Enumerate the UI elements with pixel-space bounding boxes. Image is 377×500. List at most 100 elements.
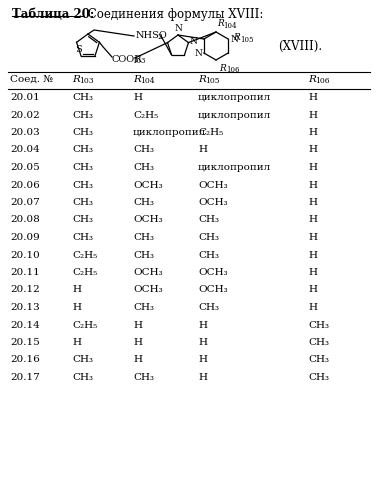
Text: R: R bbox=[72, 75, 80, 84]
Text: N: N bbox=[174, 24, 182, 33]
Text: CH₃: CH₃ bbox=[308, 373, 329, 382]
Text: H: H bbox=[133, 93, 142, 102]
Text: R: R bbox=[217, 19, 224, 28]
Text: R: R bbox=[133, 75, 141, 84]
Text: CH₃: CH₃ bbox=[72, 180, 93, 190]
Text: 106: 106 bbox=[226, 66, 239, 74]
Text: 2: 2 bbox=[157, 33, 162, 41]
Text: CH₃: CH₃ bbox=[198, 216, 219, 224]
Text: CH₃: CH₃ bbox=[133, 250, 154, 260]
Text: 20.17: 20.17 bbox=[10, 373, 40, 382]
Text: CH₃: CH₃ bbox=[72, 93, 93, 102]
Text: H: H bbox=[133, 356, 142, 364]
Text: H: H bbox=[308, 216, 317, 224]
Text: H: H bbox=[308, 233, 317, 242]
Text: 20.05: 20.05 bbox=[10, 163, 40, 172]
Text: CH₃: CH₃ bbox=[308, 356, 329, 364]
Text: COOR: COOR bbox=[112, 54, 143, 64]
Text: CH₃: CH₃ bbox=[133, 198, 154, 207]
Text: H: H bbox=[308, 163, 317, 172]
Text: N: N bbox=[194, 48, 202, 58]
Text: 20.03: 20.03 bbox=[10, 128, 40, 137]
Text: H: H bbox=[198, 146, 207, 154]
Text: H: H bbox=[308, 268, 317, 277]
Text: H: H bbox=[308, 146, 317, 154]
Text: CH₃: CH₃ bbox=[133, 373, 154, 382]
Text: CH₃: CH₃ bbox=[72, 146, 93, 154]
Text: N: N bbox=[230, 34, 238, 43]
Text: 20.01: 20.01 bbox=[10, 93, 40, 102]
Text: H: H bbox=[72, 286, 81, 294]
Text: CH₃: CH₃ bbox=[72, 233, 93, 242]
Text: OCH₃: OCH₃ bbox=[133, 286, 162, 294]
Text: OCH₃: OCH₃ bbox=[198, 286, 228, 294]
Text: циклопропил: циклопропил bbox=[198, 93, 271, 102]
Text: CH₃: CH₃ bbox=[198, 303, 219, 312]
Text: 20.09: 20.09 bbox=[10, 233, 40, 242]
Text: 103: 103 bbox=[132, 57, 146, 65]
Text: H: H bbox=[133, 320, 142, 330]
Text: OCH₃: OCH₃ bbox=[198, 180, 228, 190]
Text: 20.16: 20.16 bbox=[10, 356, 40, 364]
Text: H: H bbox=[308, 303, 317, 312]
Text: CH₃: CH₃ bbox=[72, 163, 93, 172]
Text: C₂H₅: C₂H₅ bbox=[72, 250, 97, 260]
Text: H: H bbox=[308, 110, 317, 120]
Text: OCH₃: OCH₃ bbox=[198, 268, 228, 277]
Text: OCH₃: OCH₃ bbox=[133, 216, 162, 224]
Text: CH₃: CH₃ bbox=[133, 303, 154, 312]
Text: CH₃: CH₃ bbox=[72, 198, 93, 207]
Text: CH₃: CH₃ bbox=[72, 216, 93, 224]
Text: 20.12: 20.12 bbox=[10, 286, 40, 294]
Text: H: H bbox=[308, 93, 317, 102]
Text: Соед. №: Соед. № bbox=[10, 75, 53, 84]
Text: CH₃: CH₃ bbox=[308, 338, 329, 347]
Text: N: N bbox=[190, 37, 197, 46]
Text: H: H bbox=[198, 338, 207, 347]
Text: 20.06: 20.06 bbox=[10, 180, 40, 190]
Text: 105: 105 bbox=[240, 36, 254, 44]
Text: циклопропил: циклопропил bbox=[198, 163, 271, 172]
Text: 104: 104 bbox=[223, 22, 236, 30]
Text: H: H bbox=[308, 286, 317, 294]
Text: 20.14: 20.14 bbox=[10, 320, 40, 330]
Text: C₂H₅: C₂H₅ bbox=[198, 128, 223, 137]
Text: 104: 104 bbox=[140, 77, 155, 85]
Text: (XVIII).: (XVIII). bbox=[278, 40, 322, 52]
Text: OCH₃: OCH₃ bbox=[133, 268, 162, 277]
Text: R: R bbox=[219, 64, 226, 73]
Text: 20.13: 20.13 bbox=[10, 303, 40, 312]
Text: NHSO: NHSO bbox=[136, 30, 168, 40]
Text: H: H bbox=[198, 356, 207, 364]
Text: S: S bbox=[75, 44, 82, 54]
Text: CH₃: CH₃ bbox=[72, 356, 93, 364]
Text: C₂H₅: C₂H₅ bbox=[72, 320, 97, 330]
Text: R: R bbox=[198, 75, 206, 84]
Text: OCH₃: OCH₃ bbox=[133, 180, 162, 190]
Text: 20.11: 20.11 bbox=[10, 268, 40, 277]
Text: H: H bbox=[72, 303, 81, 312]
Text: CH₃: CH₃ bbox=[72, 110, 93, 120]
Text: 103: 103 bbox=[79, 77, 94, 85]
Text: OCH₃: OCH₃ bbox=[198, 198, 228, 207]
Text: 106: 106 bbox=[315, 77, 329, 85]
Text: 20.04: 20.04 bbox=[10, 146, 40, 154]
Text: H: H bbox=[308, 250, 317, 260]
Text: CH₃: CH₃ bbox=[72, 373, 93, 382]
Text: CH₃: CH₃ bbox=[198, 233, 219, 242]
Text: R: R bbox=[308, 75, 316, 84]
Text: CH₃: CH₃ bbox=[133, 146, 154, 154]
Text: H: H bbox=[72, 338, 81, 347]
Text: 20.07: 20.07 bbox=[10, 198, 40, 207]
Text: H: H bbox=[308, 128, 317, 137]
Text: H: H bbox=[133, 338, 142, 347]
Text: H: H bbox=[198, 320, 207, 330]
Text: циклопропил: циклопропил bbox=[198, 110, 271, 120]
Text: CH₃: CH₃ bbox=[72, 128, 93, 137]
Text: H: H bbox=[308, 198, 317, 207]
Text: 20.10: 20.10 bbox=[10, 250, 40, 260]
Text: C₂H₅: C₂H₅ bbox=[72, 268, 97, 277]
Text: Соединения формулы XVIII:: Соединения формулы XVIII: bbox=[84, 8, 264, 21]
Text: R: R bbox=[233, 34, 240, 42]
Text: H: H bbox=[308, 180, 317, 190]
